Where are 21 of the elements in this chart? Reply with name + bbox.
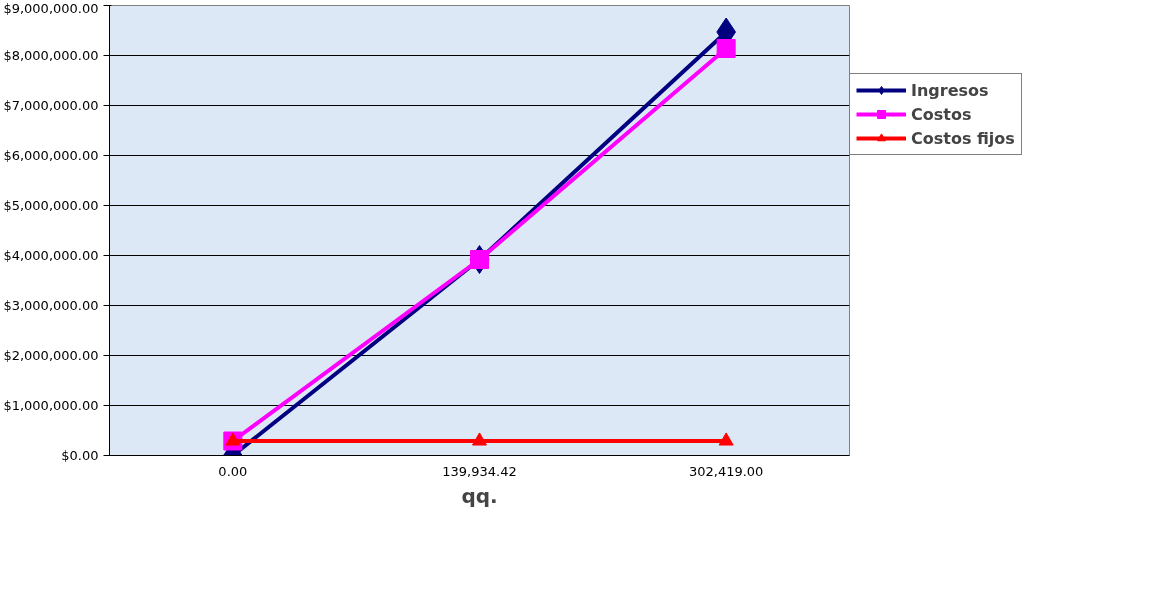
legend-label: Costos: [911, 104, 972, 124]
x-tick-label: 139,934.42: [442, 463, 517, 479]
x-axis-title: qq.: [461, 483, 498, 508]
legend-label: Costos fijos: [911, 128, 1015, 148]
y-tick-label: $1,000,000.00: [3, 398, 99, 413]
y-tick-label: $2,000,000.00: [3, 348, 99, 363]
legend-label: Ingresos: [911, 80, 989, 100]
point: [472, 432, 487, 446]
y-tick-label: $9,000,000.00: [3, 0, 99, 16]
x-tick-label: 302,419.00: [688, 463, 764, 479]
point: [718, 432, 734, 446]
point: [716, 39, 736, 58]
x-tick-label: 0.00: [218, 463, 248, 479]
y-tick-label: $3,000,000.00: [3, 298, 99, 313]
y-tick-label: $6,000,000.00: [3, 148, 99, 163]
y-tick-label: $5,000,000.00: [3, 198, 99, 213]
y-tick-label: $7,000,000.00: [3, 98, 99, 113]
y-tick-label: $0.00: [61, 448, 99, 463]
y-tick-label: $8,000,000.00: [3, 48, 99, 63]
point: [225, 432, 241, 446]
y-tick-label: $4,000,000.00: [3, 248, 99, 263]
